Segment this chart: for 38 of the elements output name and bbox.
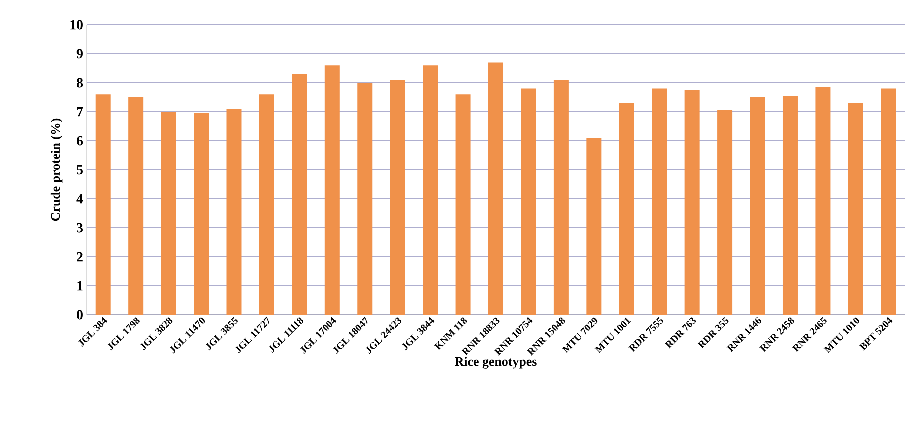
bar bbox=[324, 66, 340, 315]
y-tick-label: 2 bbox=[77, 252, 83, 262]
y-tick-label: 0 bbox=[77, 310, 83, 320]
bar bbox=[96, 94, 111, 315]
y-tick-label: 3 bbox=[77, 223, 84, 233]
bar bbox=[521, 88, 536, 315]
y-tick-label: 9 bbox=[76, 49, 83, 59]
bar bbox=[586, 138, 602, 315]
bar bbox=[554, 80, 569, 315]
bar bbox=[750, 97, 766, 315]
x-axis-title: Rice genotypes bbox=[455, 357, 537, 369]
bar bbox=[619, 103, 634, 315]
bar bbox=[652, 88, 668, 315]
bar bbox=[718, 110, 733, 315]
bar bbox=[358, 82, 373, 315]
bar bbox=[292, 74, 308, 315]
bar bbox=[259, 94, 274, 315]
bar bbox=[684, 90, 700, 315]
bar bbox=[456, 94, 471, 315]
bar bbox=[423, 66, 438, 315]
bar bbox=[488, 62, 504, 315]
y-tick-label: 8 bbox=[76, 78, 84, 88]
bar bbox=[128, 97, 144, 315]
bar bbox=[390, 80, 406, 315]
bar bbox=[816, 87, 831, 315]
bar bbox=[161, 112, 176, 315]
y-axis-title: Crude protein (%) bbox=[50, 118, 63, 222]
y-tick-label: 10 bbox=[70, 20, 83, 30]
bar bbox=[848, 103, 864, 315]
bar bbox=[881, 88, 896, 315]
bar bbox=[194, 113, 210, 315]
y-tick-label: 5 bbox=[77, 165, 83, 175]
bar bbox=[226, 109, 242, 315]
y-tick-label: 4 bbox=[76, 194, 84, 204]
y-tick-label: 1 bbox=[78, 281, 83, 291]
y-tick-label: 6 bbox=[76, 136, 84, 146]
y-tick-label: 7 bbox=[77, 107, 84, 117]
bar bbox=[782, 96, 798, 315]
